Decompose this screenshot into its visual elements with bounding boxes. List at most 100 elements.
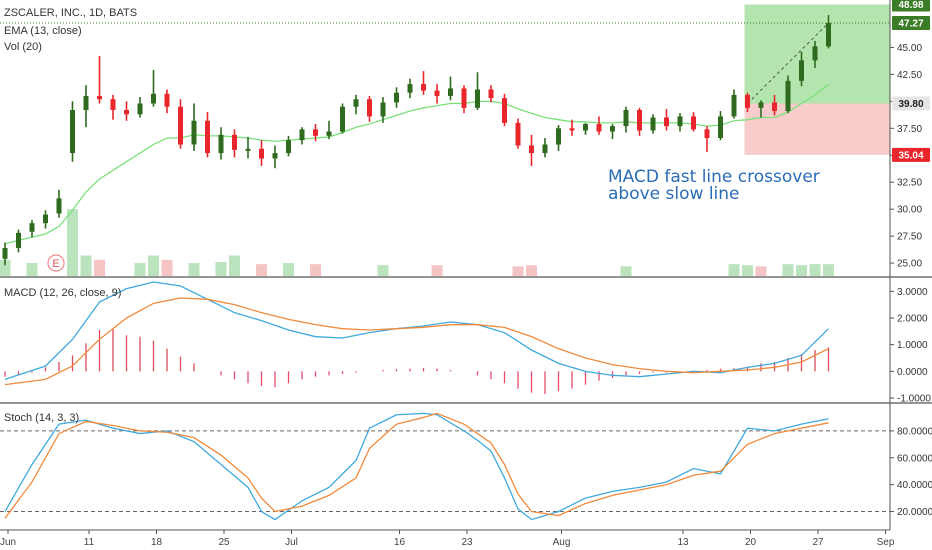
volume-bar <box>728 264 740 276</box>
volume-bar <box>782 264 794 276</box>
candle-body <box>151 93 156 104</box>
macd-line <box>4 281 829 380</box>
candle <box>799 51 804 87</box>
volume-bar <box>161 259 173 276</box>
x-axis-tick-label: Jun <box>0 537 16 548</box>
y-axis-tick-label: 0.0000 <box>897 367 928 378</box>
candle <box>407 78 413 99</box>
candle <box>502 93 507 127</box>
candle <box>380 97 386 123</box>
candle <box>812 40 818 68</box>
candle <box>569 119 575 136</box>
time-axis[interactable]: Jun 11 18 25 Jul 16 23 Aug 13 20 27 Sep <box>0 530 895 548</box>
price-tags: 48.98 47.27 39.80 35.04 <box>892 0 930 162</box>
volume-bar <box>809 264 821 276</box>
candle <box>826 15 831 49</box>
candle <box>353 94 359 115</box>
x-axis-tick-label: 25 <box>218 537 230 548</box>
candle-body <box>448 88 453 96</box>
candle-body <box>569 128 575 131</box>
candle <box>515 118 521 149</box>
candle-body <box>218 134 224 154</box>
y-axis-tick-label: 25.00 <box>897 259 922 270</box>
candle-body <box>772 102 777 112</box>
candles <box>2 15 831 266</box>
candle <box>448 76 453 101</box>
candle <box>434 84 440 104</box>
candle <box>151 70 156 107</box>
stoch-pane[interactable]: Stoch (14, 3, 3) <box>0 412 890 521</box>
x-axis-tick-label: 11 <box>84 537 95 548</box>
symbol-title: ZSCALER, INC., 1D, BATS <box>4 7 137 19</box>
volume-bar <box>80 255 92 276</box>
candle-body <box>799 60 804 81</box>
y-axis-tick-label: 45.00 <box>897 43 922 54</box>
candle-body <box>664 117 669 127</box>
candle-body <box>637 109 642 131</box>
candle-body <box>731 94 737 117</box>
candle <box>124 101 129 121</box>
volume-bar <box>256 264 267 276</box>
candle <box>785 75 791 114</box>
volume-bar <box>188 263 200 276</box>
macd-histogram <box>4 328 830 394</box>
candle-body <box>326 131 332 136</box>
candle <box>205 112 210 158</box>
y-axis-tick-label: 32.50 <box>897 178 922 189</box>
candle <box>461 85 467 114</box>
price-tag-label: 47.27 <box>898 18 923 29</box>
candle-body <box>205 120 210 154</box>
loss-zone <box>744 103 890 155</box>
volume-bar <box>94 259 105 276</box>
volume-bar <box>215 261 227 276</box>
y-axis-tick-label: 60.0000 <box>897 453 932 464</box>
candle <box>218 127 224 160</box>
price-pane[interactable]: E ZSCALER, INC., 1D, BATS EMA (13, close… <box>0 4 890 276</box>
candle <box>758 100 764 118</box>
candle <box>97 56 102 104</box>
candle-body <box>313 129 318 136</box>
candle <box>488 85 494 103</box>
candle-body <box>299 129 305 141</box>
candle <box>326 120 332 140</box>
candle-body <box>70 109 75 154</box>
earnings-marker[interactable]: E <box>47 254 65 272</box>
candle <box>745 92 750 113</box>
candle <box>542 138 548 158</box>
candle <box>731 89 737 119</box>
price-axis[interactable]: 25.0027.5030.0032.5035.0037.5040.0042.50… <box>890 43 932 518</box>
candle-body <box>650 117 656 131</box>
candle-body <box>704 129 710 138</box>
candle <box>245 136 251 159</box>
price-tag-box <box>892 147 930 162</box>
candle <box>259 140 264 167</box>
x-axis-tick-label: 23 <box>461 537 473 548</box>
candle-body <box>515 122 521 146</box>
candle <box>272 145 278 169</box>
annotation-line-2: above slow line <box>608 184 740 204</box>
ema-legend: EMA (13, close) <box>4 25 82 37</box>
candle <box>718 111 723 141</box>
candle <box>191 103 197 151</box>
volume-bar <box>431 265 443 276</box>
volume-bar <box>310 264 321 276</box>
candle <box>596 116 602 135</box>
y-axis-tick-label: -1.0000 <box>897 394 931 405</box>
candle-body <box>421 84 426 91</box>
candle <box>691 112 696 132</box>
candle-body <box>461 88 467 108</box>
earnings-marker-circle <box>47 254 65 272</box>
candle <box>556 125 561 151</box>
price-tag-box <box>892 96 930 111</box>
x-axis-tick-label: 18 <box>151 537 163 548</box>
candle-body <box>758 102 764 108</box>
stoch-d-line <box>4 412 829 519</box>
candle-body <box>407 84 413 93</box>
macd-pane[interactable]: MACD (12, 26, close, 9) <box>4 281 830 394</box>
trade-direction-line <box>747 22 829 104</box>
candle <box>583 122 588 135</box>
x-axis-tick-label: 27 <box>812 537 824 548</box>
candle-body <box>83 95 89 110</box>
candle-body <box>232 134 237 150</box>
